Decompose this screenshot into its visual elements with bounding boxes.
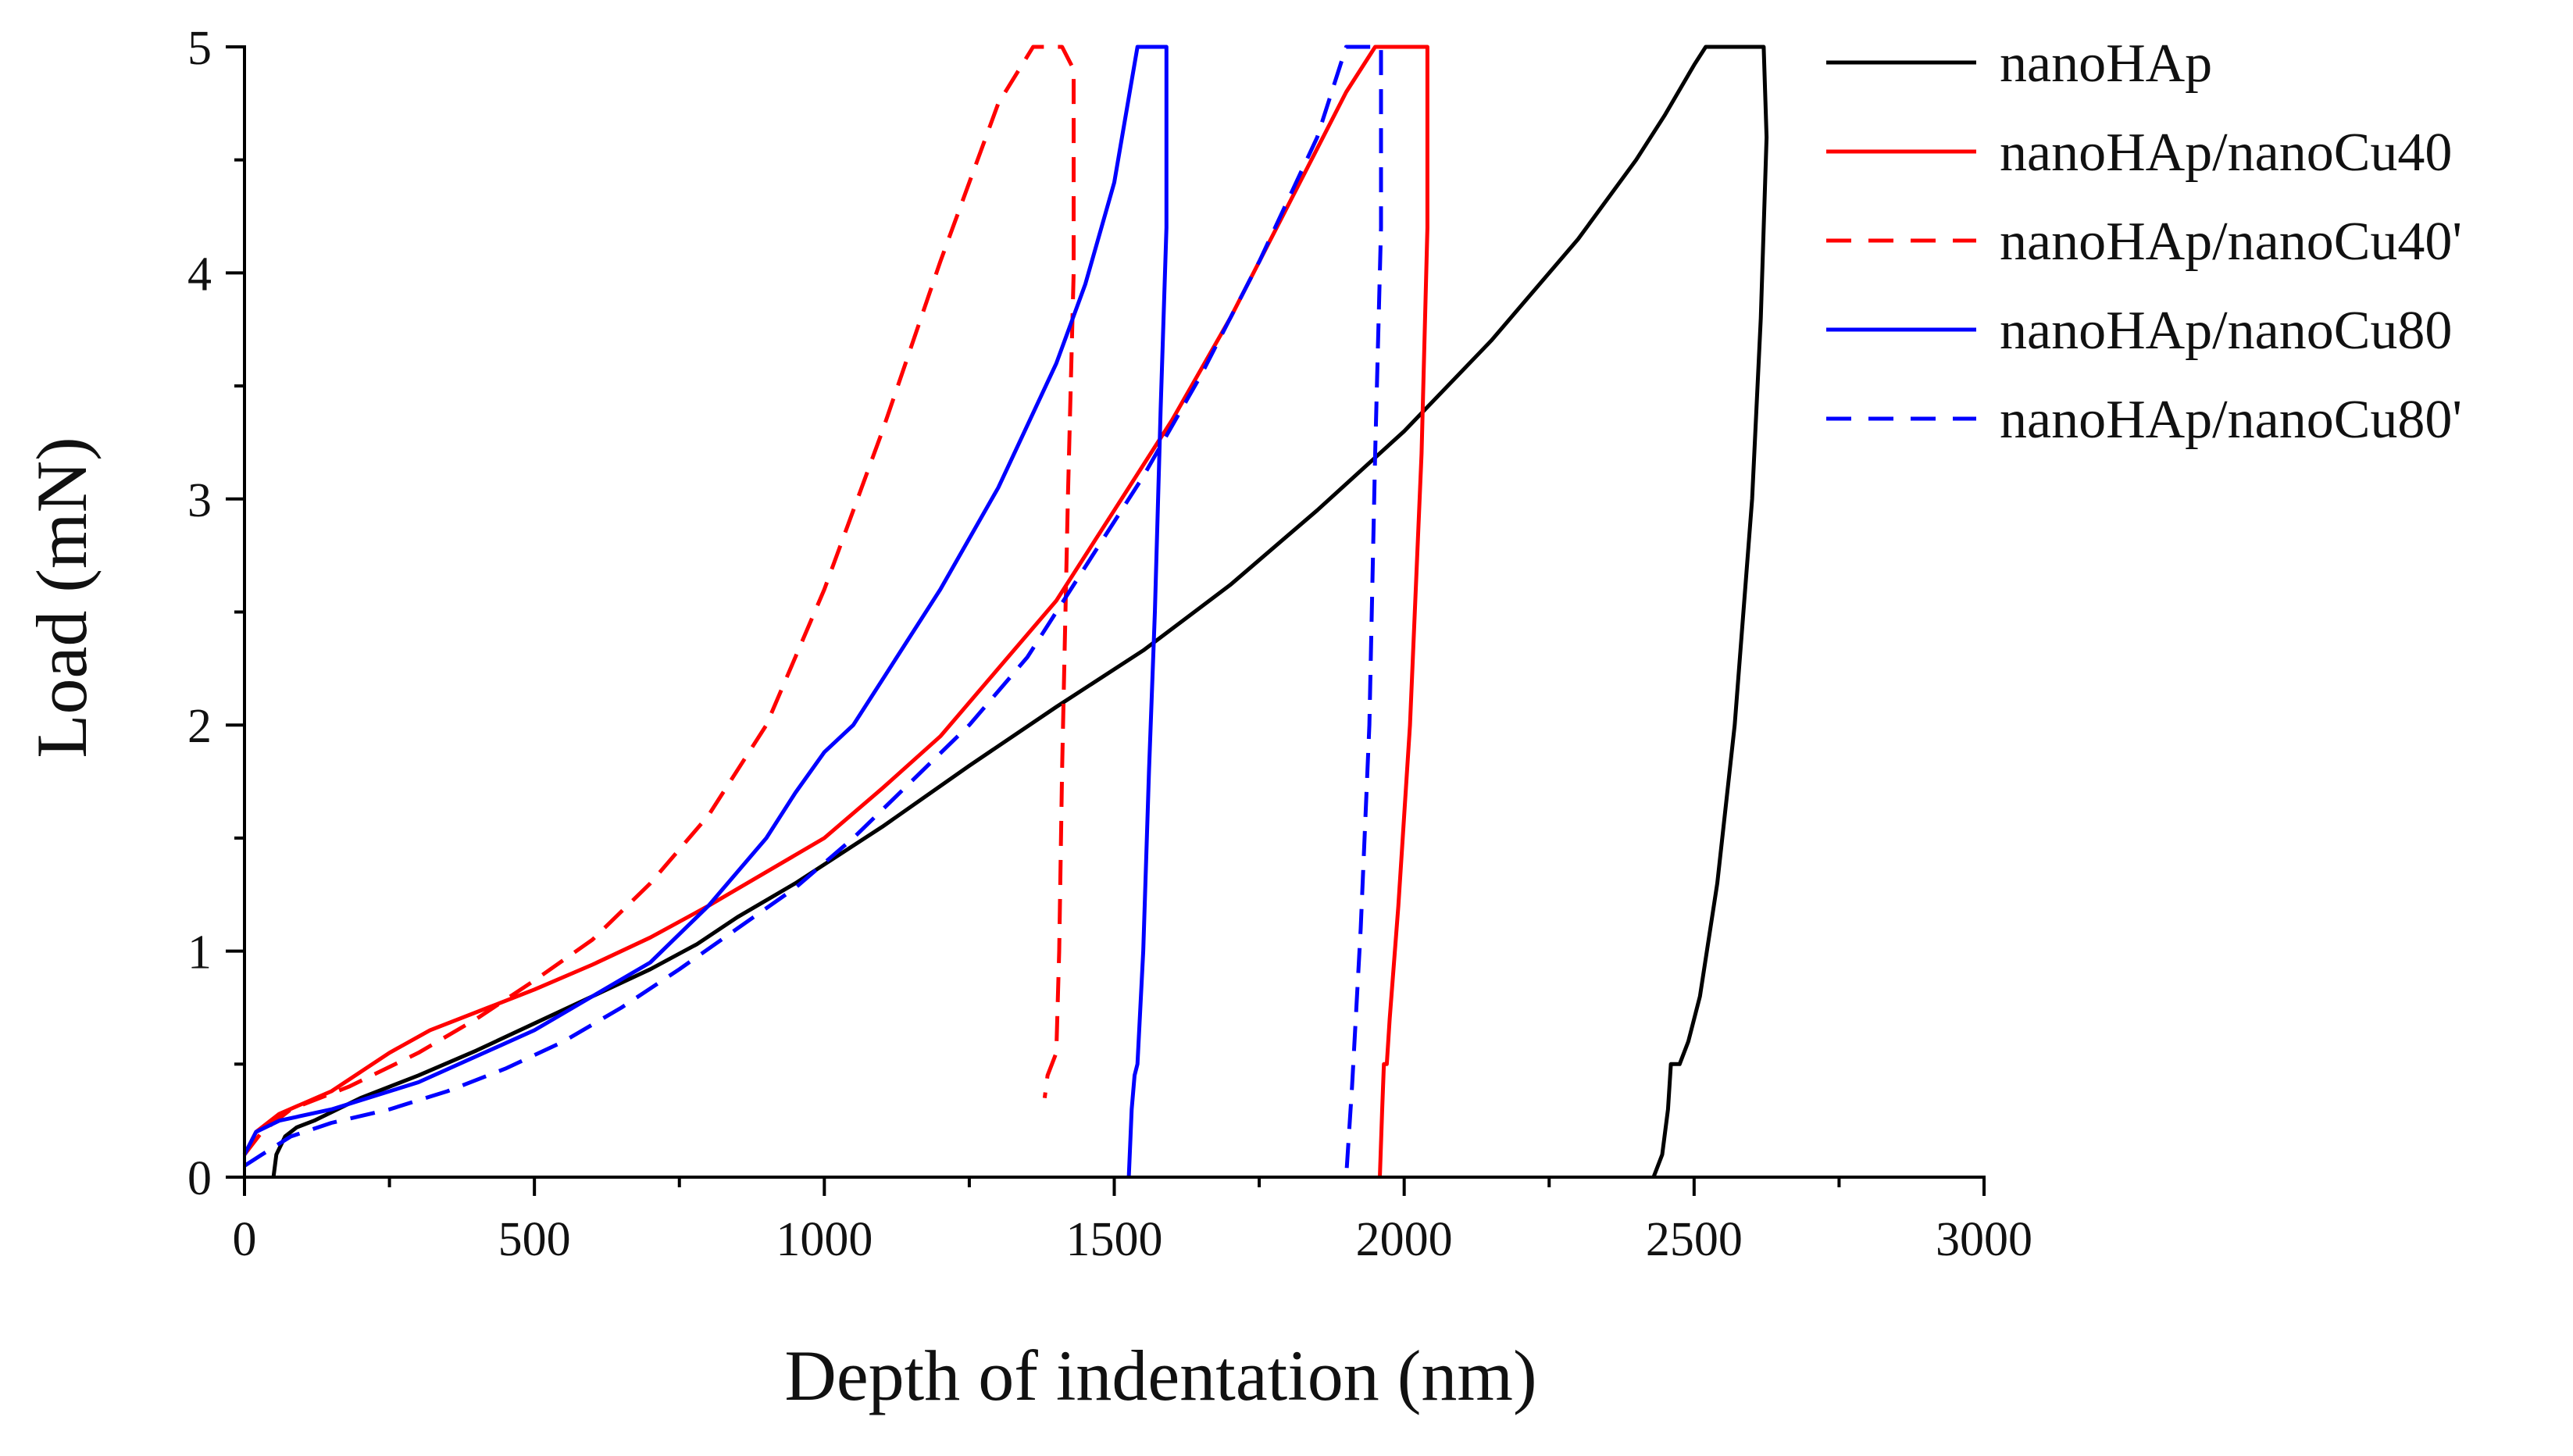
axes: 0 500 1000 1500 2000 2500 3000 0 1 2 3 4 5 <box>187 22 2032 1266</box>
legend-label-1: nanoHAp/nanoCu40 <box>2000 123 2452 183</box>
legend-label-2: nanoHAp/nanoCu40' <box>2000 212 2462 272</box>
y-tick-label: 1 <box>187 926 212 980</box>
legend: nanoHAp nanoHAp/nanoCu40 nanoHAp/nanoCu40'… <box>1826 34 2462 450</box>
y-tick-label: 2 <box>187 700 212 753</box>
x-tick-label: 1000 <box>776 1213 873 1266</box>
y-ticks: 0 1 2 3 4 5 <box>187 22 244 1205</box>
y-axis-title: Load (mN) <box>22 437 102 758</box>
y-tick-label: 4 <box>187 248 212 301</box>
legend-label-3: nanoHAp/nanoCu80 <box>2000 301 2452 361</box>
legend-label-4: nanoHAp/nanoCu80' <box>2000 390 2462 450</box>
x-tick-label: 500 <box>498 1213 571 1266</box>
x-axis-title: Depth of indentation (nm) <box>784 1336 1536 1415</box>
x-tick-label: 2500 <box>1646 1213 1743 1266</box>
series-line-1 <box>242 45 1429 1178</box>
legend-label-0: nanoHAp <box>2000 34 2212 94</box>
x-tick-label: 0 <box>233 1213 257 1266</box>
plot-lines <box>242 45 1769 1178</box>
x-tick-label: 1500 <box>1066 1213 1163 1266</box>
x-tick-label: 3000 <box>1936 1213 2032 1266</box>
y-tick-label: 5 <box>187 22 212 75</box>
series-line-2 <box>243 45 1076 1156</box>
x-ticks: 0 500 1000 1500 2000 2500 3000 <box>233 1177 2032 1266</box>
y-tick-label: 3 <box>187 474 212 527</box>
y-tick-label: 0 <box>187 1152 212 1205</box>
series-line-0 <box>271 45 1769 1178</box>
series-line-4 <box>243 45 1383 1178</box>
series-line-3 <box>242 45 1169 1178</box>
x-tick-label: 2000 <box>1356 1213 1453 1266</box>
